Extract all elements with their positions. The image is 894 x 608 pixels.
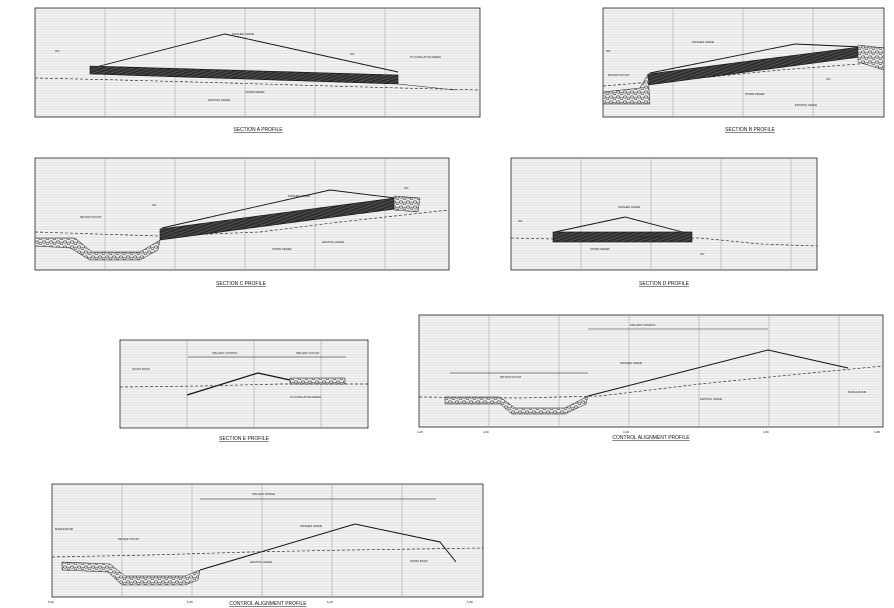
label: SPILLWAY OUTLET (296, 351, 320, 355)
label: EXISTING GRADE (322, 240, 344, 244)
label: STORM SEWER (590, 247, 610, 251)
control-profile-1-finished-grade (587, 349, 849, 397)
control-profile-1-frame (418, 314, 884, 428)
section-e-profile: SECTION E PROFILE SOUTH BASIN SPILLWAY C… (119, 339, 369, 442)
section-e-existing-grade (119, 383, 368, 388)
control-profile-1-riprap (444, 395, 589, 415)
label: SPILLWAY CONTROL (630, 323, 656, 327)
station-label: 3+85 (874, 430, 880, 434)
section-c-frame (34, 157, 450, 271)
label: SPILLWAY CONTROL (212, 351, 238, 355)
section-d-title: SECTION D PROFILE (639, 281, 690, 287)
section-a-frame (34, 7, 481, 118)
section-a-title: SECTION A PROFILE (233, 127, 283, 133)
section-c-riprap (34, 237, 161, 261)
section-b-existing-grade (602, 61, 885, 87)
label: MIDDLE BASIN (55, 527, 73, 531)
label: FINISHED GRADE (692, 40, 714, 44)
section-c-finished-grade (161, 189, 396, 229)
label: SPILLWAY MIDDLE (252, 492, 275, 496)
label: INV. (152, 203, 157, 207)
control-profile-2-frame (51, 483, 484, 598)
station-label: 2+25 (417, 430, 423, 434)
control-profile-2-existing-grade (51, 547, 484, 558)
section-b-finished-grade (649, 43, 885, 74)
label: RIP-RAP OUTLET (80, 215, 102, 219)
label: INV. (606, 49, 611, 53)
label: RIP-RAP OUTLET (118, 537, 140, 541)
control-profile-2-riprap (61, 561, 201, 586)
station-label: 2+50 (483, 430, 489, 434)
section-d-storm-pipe (552, 231, 693, 243)
section-d-finished-grade (554, 216, 691, 235)
label: INV. (700, 252, 705, 256)
label: EXISTING GRADE (795, 103, 817, 107)
section-a-finished-grade (91, 33, 399, 73)
label: STORM SEWER (272, 247, 292, 251)
label: MIDDLE BASIN (848, 390, 866, 394)
label: FINISHED GRADE (620, 361, 642, 365)
label: EXISTING GRADE (700, 397, 722, 401)
section-e-riprap (289, 377, 346, 385)
section-b-profile: SECTION B PROFILE FINISHED GRADE EXISTIN… (602, 7, 885, 133)
control-profile-1-existing-grade (418, 365, 884, 399)
section-d-profile: SECTION D PROFILE FINISHED GRADE EXISTIN… (510, 157, 818, 287)
label: EXISTING GRADE (208, 98, 230, 102)
section-c-riprap-outlet (393, 195, 421, 213)
label: INV. (518, 219, 523, 223)
label: STORM SEWER (745, 92, 765, 96)
station-label: 6+50 (467, 600, 473, 604)
station-label: 5+50 (187, 600, 193, 604)
label: INV. (350, 52, 355, 56)
label: INV. (55, 49, 60, 53)
section-a-profile: SECTION A PROFILE FINISHED GRADE EXISTIN… (34, 7, 481, 133)
label: SOUTH BASIN (132, 367, 150, 371)
control-alignment-profile-2: CONTROL ALIGNMENT PROFILE MIDDLE BASIN R… (48, 483, 484, 607)
station-label: 6+00 (327, 600, 333, 604)
label: INV. (404, 186, 409, 190)
label: INV. (826, 77, 831, 81)
section-a-existing-grade (34, 77, 481, 91)
section-e-title: SECTION E PROFILE (219, 436, 269, 442)
label: EXISTING GRADE (640, 235, 662, 239)
label: FINISHED GRADE (618, 205, 640, 209)
section-b-riprap-outlet (857, 44, 885, 71)
control-alignment-profile-1: CONTROL ALIGNMENT PROFILE SPILLWAY CONTR… (417, 314, 884, 441)
station-label: 5+00 (48, 600, 54, 604)
section-c-title: SECTION C PROFILE (216, 281, 267, 287)
section-c-profile: SECTION C PROFILE FINISHED GRADE EXISTIN… (34, 157, 450, 287)
section-b-riprap (602, 73, 651, 105)
station-label: 3+00 (623, 430, 629, 434)
label: RIP-RAP OUTLET (500, 375, 522, 379)
section-b-title: SECTION B PROFILE (725, 127, 775, 133)
section-d-frame (510, 157, 818, 271)
label: FINISHED GRADE (288, 194, 310, 198)
control-profile-1-title: CONTROL ALIGNMENT PROFILE (612, 435, 690, 441)
label: RIP-RAP OUTLET (608, 73, 630, 77)
label: FINISHED GRADE (300, 524, 322, 528)
label: TO CUMULATIVE GREEN (290, 395, 321, 399)
station-label: 3+50 (763, 430, 769, 434)
label: FINISHED GRADE (232, 32, 254, 36)
label: EXISTING GRADE (250, 560, 272, 564)
label: NORTH BASIN (410, 559, 428, 563)
label: TO CUMULATIVE GREEN (410, 55, 441, 59)
section-c-existing-grade (34, 209, 450, 237)
control-profile-2-title: CONTROL ALIGNMENT PROFILE (229, 601, 307, 607)
label: STORM SEWER (245, 90, 265, 94)
control-profile-2-finished-grade (199, 523, 457, 571)
